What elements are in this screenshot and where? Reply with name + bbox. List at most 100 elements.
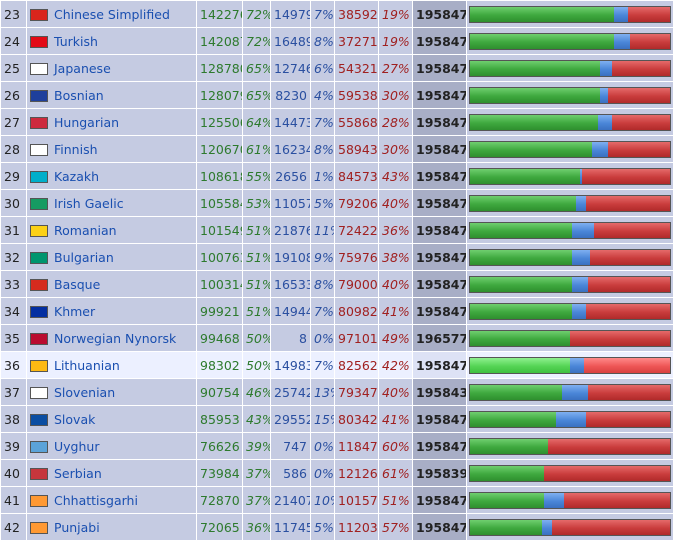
table-row[interactable]: 32Bulgarian10076351%191089%7597638%19584…: [1, 244, 673, 271]
language-name[interactable]: Khmer: [54, 304, 95, 319]
language-name[interactable]: Lithuanian: [54, 358, 120, 373]
language-cell[interactable]: Kazakh: [27, 163, 197, 190]
language-name[interactable]: Slovak: [54, 412, 95, 427]
language-name[interactable]: Romanian: [54, 223, 117, 238]
language-cell[interactable]: Romanian: [27, 217, 197, 244]
progress-bar-cell: [467, 55, 673, 82]
table-row[interactable]: 31Romanian10154951%2187611%7242236%19584…: [1, 217, 673, 244]
rank-cell: 36: [1, 352, 27, 379]
language-cell[interactable]: Finnish: [27, 136, 197, 163]
language-cell[interactable]: Japanese: [27, 55, 197, 82]
table-row[interactable]: 37Slovenian9075446%2574213%7934740%19584…: [1, 379, 673, 406]
rank-cell: 37: [1, 379, 27, 406]
progress-bar-cell: [467, 190, 673, 217]
language-cell[interactable]: Bulgarian: [27, 244, 197, 271]
table-row[interactable]: 36Lithuanian9830250%149837%8256242%19584…: [1, 352, 673, 379]
progress-bar: [469, 33, 671, 50]
progress-untranslated-segment: [548, 439, 670, 454]
language-name[interactable]: Irish Gaelic: [54, 196, 124, 211]
progress-bar-cell: [467, 163, 673, 190]
language-cell[interactable]: Slovak: [27, 406, 197, 433]
progress-done-segment: [470, 61, 600, 76]
fuzzy-count: 11745: [271, 514, 311, 541]
language-name[interactable]: Finnish: [54, 142, 98, 157]
language-cell[interactable]: Norwegian Nynorsk: [27, 325, 197, 352]
fuzzy-percent: 8%: [311, 271, 335, 298]
language-name[interactable]: Serbian: [54, 466, 102, 481]
progress-bar: [469, 357, 671, 374]
language-cell[interactable]: Punjabi: [27, 514, 197, 541]
progress-fuzzy-segment: [544, 493, 564, 508]
progress-bar: [469, 168, 671, 185]
fuzzy-count: 747: [271, 433, 311, 460]
total-count: 195847: [413, 487, 467, 514]
progress-untranslated-segment: [544, 466, 670, 481]
progress-untranslated-segment: [584, 358, 670, 373]
progress-done-segment: [470, 277, 572, 292]
untranslated-percent: 40%: [379, 190, 413, 217]
language-cell[interactable]: Slovenian: [27, 379, 197, 406]
done-count: 128079: [197, 82, 243, 109]
rank-cell: 42: [1, 514, 27, 541]
language-name[interactable]: Hungarian: [54, 115, 119, 130]
language-name[interactable]: Bosnian: [54, 88, 104, 103]
language-cell[interactable]: Serbian: [27, 460, 197, 487]
table-row[interactable]: 41Chhattisgarhi7287037%2140710%10157051%…: [1, 487, 673, 514]
progress-bar-cell: [467, 352, 673, 379]
language-cell[interactable]: Turkish: [27, 28, 197, 55]
language-name[interactable]: Punjabi: [54, 520, 100, 535]
language-cell[interactable]: Bosnian: [27, 82, 197, 109]
language-name[interactable]: Slovenian: [54, 385, 115, 400]
table-row[interactable]: 27Hungarian12550664%144737%5586828%19584…: [1, 109, 673, 136]
language-cell[interactable]: Chinese Simplified: [27, 1, 197, 28]
untranslated-count: 79347: [335, 379, 379, 406]
language-cell[interactable]: Uyghur: [27, 433, 197, 460]
flag-icon: [30, 90, 48, 102]
language-cell[interactable]: Chhattisgarhi: [27, 487, 197, 514]
language-name[interactable]: Basque: [54, 277, 100, 292]
fuzzy-percent: 8%: [311, 28, 335, 55]
language-name[interactable]: Turkish: [54, 34, 98, 49]
language-cell[interactable]: Hungarian: [27, 109, 197, 136]
language-name[interactable]: Kazakh: [54, 169, 99, 184]
done-percent: 46%: [243, 379, 271, 406]
language-name[interactable]: Japanese: [54, 61, 111, 76]
language-cell[interactable]: Basque: [27, 271, 197, 298]
fuzzy-percent: 10%: [311, 487, 335, 514]
done-percent: 37%: [243, 487, 271, 514]
fuzzy-percent: 11%: [311, 217, 335, 244]
language-name[interactable]: Norwegian Nynorsk: [54, 331, 176, 346]
language-name[interactable]: Chinese Simplified: [54, 7, 170, 22]
untranslated-percent: 49%: [379, 325, 413, 352]
fuzzy-count: 14473: [271, 109, 311, 136]
progress-bar: [469, 492, 671, 509]
language-name[interactable]: Chhattisgarhi: [54, 493, 138, 508]
untranslated-percent: 60%: [379, 433, 413, 460]
rank-cell: 39: [1, 433, 27, 460]
progress-bar-cell: [467, 379, 673, 406]
done-count: 108618: [197, 163, 243, 190]
language-name[interactable]: Bulgarian: [54, 250, 114, 265]
done-percent: 51%: [243, 298, 271, 325]
language-cell[interactable]: Irish Gaelic: [27, 190, 197, 217]
language-cell[interactable]: Lithuanian: [27, 352, 197, 379]
language-name[interactable]: Uyghur: [54, 439, 99, 454]
fuzzy-percent: 7%: [311, 298, 335, 325]
language-cell[interactable]: Khmer: [27, 298, 197, 325]
